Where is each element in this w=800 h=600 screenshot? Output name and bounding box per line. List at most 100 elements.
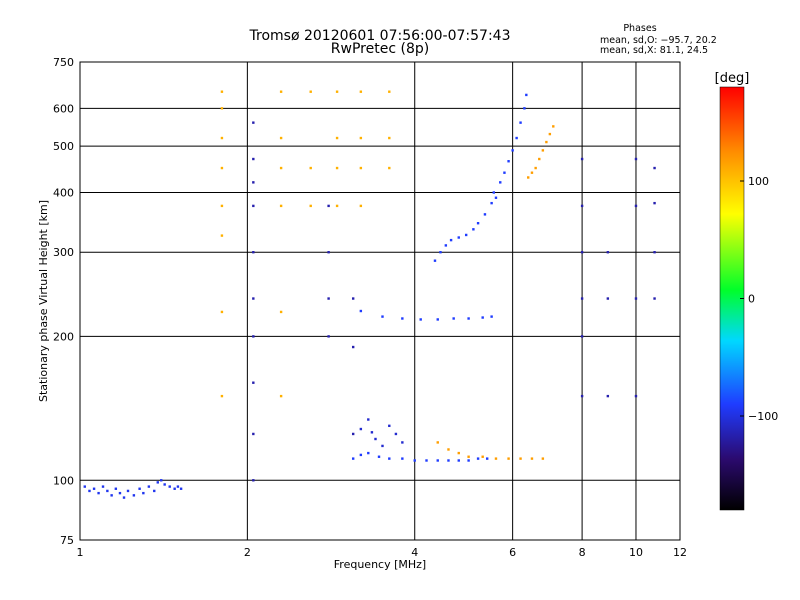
- data-point: [220, 394, 224, 398]
- data-point: [279, 204, 283, 208]
- data-point: [335, 136, 339, 140]
- data-point: [394, 432, 398, 436]
- data-point: [653, 251, 656, 254]
- x-tick-label: 6: [509, 546, 516, 559]
- data-point: [220, 107, 224, 110]
- data-point: [541, 149, 545, 152]
- data-point: [327, 297, 330, 300]
- data-point: [279, 136, 283, 140]
- data-point: [142, 491, 145, 495]
- data-point: [370, 431, 374, 434]
- data-point: [367, 418, 370, 421]
- data-point: [538, 157, 541, 161]
- data-point: [252, 121, 255, 124]
- x-tick-label: 2: [244, 546, 251, 559]
- data-point: [413, 459, 416, 462]
- y-tick-label: 400: [53, 186, 74, 199]
- data-point: [490, 315, 493, 318]
- data-point: [530, 171, 534, 174]
- data-point: [490, 201, 493, 205]
- data-point: [359, 204, 363, 208]
- data-point: [481, 316, 484, 319]
- data-point: [279, 166, 283, 170]
- data-point: [467, 455, 470, 458]
- data-point: [507, 160, 510, 163]
- data-point: [359, 453, 363, 457]
- colorbar-tick-label: 0: [748, 293, 755, 306]
- data-point: [252, 479, 255, 482]
- data-point: [476, 222, 480, 225]
- data-point: [634, 394, 638, 398]
- x-tick-label: 4: [411, 546, 418, 559]
- data-point: [606, 394, 610, 398]
- data-point: [580, 335, 584, 338]
- data-point: [252, 204, 255, 208]
- x-tick-label: 8: [579, 546, 586, 559]
- data-point: [476, 457, 480, 460]
- y-tick-label: 600: [53, 102, 74, 115]
- data-point: [374, 437, 377, 441]
- data-point: [425, 459, 428, 462]
- data-point: [359, 427, 363, 431]
- data-point: [541, 457, 545, 460]
- data-point: [580, 157, 584, 161]
- data-point: [447, 448, 450, 451]
- data-point: [309, 90, 312, 93]
- data-point: [634, 297, 638, 300]
- data-point: [419, 318, 422, 321]
- colorbar-tick-label: −100: [748, 410, 778, 423]
- data-point: [457, 459, 460, 462]
- data-point: [110, 494, 113, 497]
- data-point: [511, 149, 514, 152]
- data-point: [503, 171, 506, 174]
- data-point: [377, 455, 381, 458]
- data-point: [359, 309, 363, 313]
- data-point: [252, 381, 255, 384]
- data-point: [401, 457, 404, 460]
- data-point: [279, 394, 283, 398]
- data-point: [485, 457, 489, 460]
- data-point: [220, 310, 224, 314]
- data-point: [176, 485, 180, 488]
- data-point: [88, 489, 91, 493]
- data-point: [220, 136, 224, 140]
- data-point: [252, 297, 255, 300]
- colorbar-ticks: 100 0 −100: [740, 175, 778, 423]
- x-tick-label: 10: [629, 546, 643, 559]
- data-point: [525, 93, 528, 97]
- data-point: [220, 90, 224, 93]
- data-point: [653, 201, 656, 205]
- data-point: [114, 487, 118, 490]
- data-point: [160, 479, 163, 482]
- data-point: [106, 489, 109, 493]
- phases-heading: Phases: [623, 23, 656, 34]
- data-point: [388, 457, 391, 460]
- data-point: [436, 318, 439, 321]
- data-point: [132, 494, 136, 497]
- data-point: [401, 317, 404, 320]
- y-tick-label: 300: [53, 246, 74, 259]
- y-tick-label: 75: [60, 534, 74, 547]
- data-point: [388, 166, 391, 170]
- data-point: [279, 310, 283, 314]
- data-point: [351, 457, 355, 460]
- data-point: [83, 485, 86, 488]
- data-point: [153, 489, 156, 493]
- data-point: [388, 424, 391, 428]
- data-point: [464, 233, 468, 237]
- data-point: [472, 228, 475, 231]
- x-tick-label: 1: [77, 546, 84, 559]
- data-point: [436, 459, 439, 462]
- data-point: [457, 236, 460, 239]
- data-point: [494, 196, 498, 199]
- data-point: [118, 491, 122, 495]
- data-point: [467, 459, 470, 462]
- data-point: [606, 297, 610, 300]
- data-point: [168, 485, 171, 488]
- data-point: [527, 176, 530, 179]
- x-axis-label: Frequency [MHz]: [334, 558, 426, 571]
- data-point: [388, 136, 391, 140]
- x-tick-label: 12: [673, 546, 687, 559]
- data-point: [606, 251, 610, 254]
